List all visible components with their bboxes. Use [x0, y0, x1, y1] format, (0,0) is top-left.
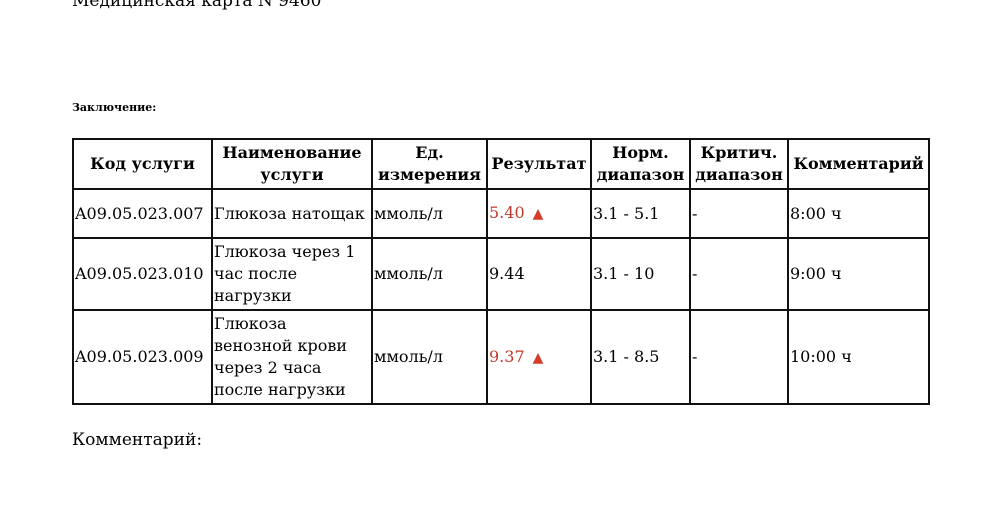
table-row: A09.05.023.007 Глюкоза натощак ммоль/л 5.40… [72, 188, 930, 239]
cell-crit: - [689, 309, 789, 405]
cell-comment: 10:00 ч [787, 309, 930, 405]
table-row: A09.05.023.010 Глюкоза через 1 час после … [72, 237, 930, 311]
cell-result: 9.37 ▲ [486, 309, 592, 405]
cell-code: A09.05.023.010 [72, 237, 213, 311]
arrow-up-icon: ▲ [532, 349, 544, 366]
header-name: Наименование услуги [211, 138, 373, 190]
header-result: Результат [486, 138, 592, 190]
cell-unit: ммоль/л [371, 237, 488, 311]
cell-comment: 8:00 ч [787, 188, 930, 239]
cell-name: Глюкоза венозной крови через 2 часа посл… [211, 309, 373, 405]
results-table: Код услуги Наименование услуги Ед. измер… [72, 138, 930, 405]
header-comment: Комментарий [787, 138, 930, 190]
cell-crit: - [689, 188, 789, 239]
result-value: 5.40 [489, 203, 525, 222]
header-crit: Критич. диапазон [689, 138, 789, 190]
comment-label: Комментарий: [72, 430, 203, 450]
header-norm: Норм. диапазон [590, 138, 691, 190]
arrow-up-icon: ▲ [532, 206, 544, 222]
cell-unit: ммоль/л [371, 188, 488, 239]
cell-result: 9.44 [486, 237, 592, 311]
header-unit: Ед. измерения [371, 138, 488, 190]
cell-crit: - [689, 237, 789, 311]
table-header-row: Код услуги Наименование услуги Ед. измер… [72, 138, 930, 190]
cell-norm: 3.1 - 8.5 [590, 309, 691, 405]
table-row: A09.05.023.009 Глюкоза венозной крови чер… [72, 309, 930, 405]
cell-name: Глюкоза натощак [211, 188, 373, 239]
cell-code: A09.05.023.007 [72, 188, 213, 239]
cell-comment: 9:00 ч [787, 237, 930, 311]
cell-code: A09.05.023.009 [72, 309, 213, 405]
page-title: Медицинская карта N 9460 [72, 0, 322, 11]
header-code: Код услуги [72, 138, 213, 190]
result-value: 9.37 [489, 346, 525, 366]
cell-result: 5.40 ▲ [486, 188, 592, 239]
result-value: 9.44 [489, 264, 525, 283]
cell-unit: ммоль/л [371, 309, 488, 405]
cell-norm: 3.1 - 5.1 [590, 188, 691, 239]
conclusion-label: Заключение: [72, 101, 157, 114]
cell-norm: 3.1 - 10 [590, 237, 691, 311]
cell-name: Глюкоза через 1 час после нагрузки [211, 237, 373, 311]
